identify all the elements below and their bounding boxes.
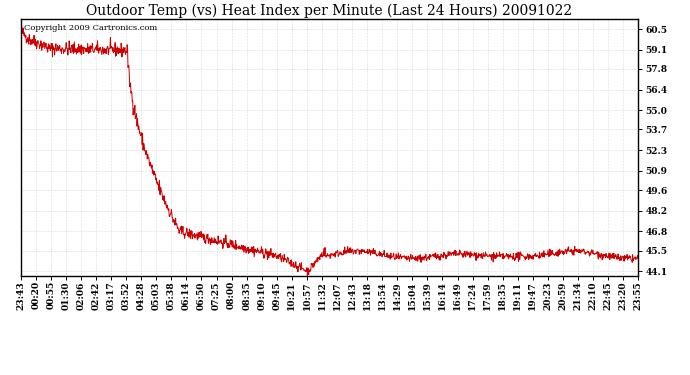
Text: Copyright 2009 Cartronics.com: Copyright 2009 Cartronics.com bbox=[23, 24, 157, 32]
Title: Outdoor Temp (vs) Heat Index per Minute (Last 24 Hours) 20091022: Outdoor Temp (vs) Heat Index per Minute … bbox=[86, 3, 573, 18]
